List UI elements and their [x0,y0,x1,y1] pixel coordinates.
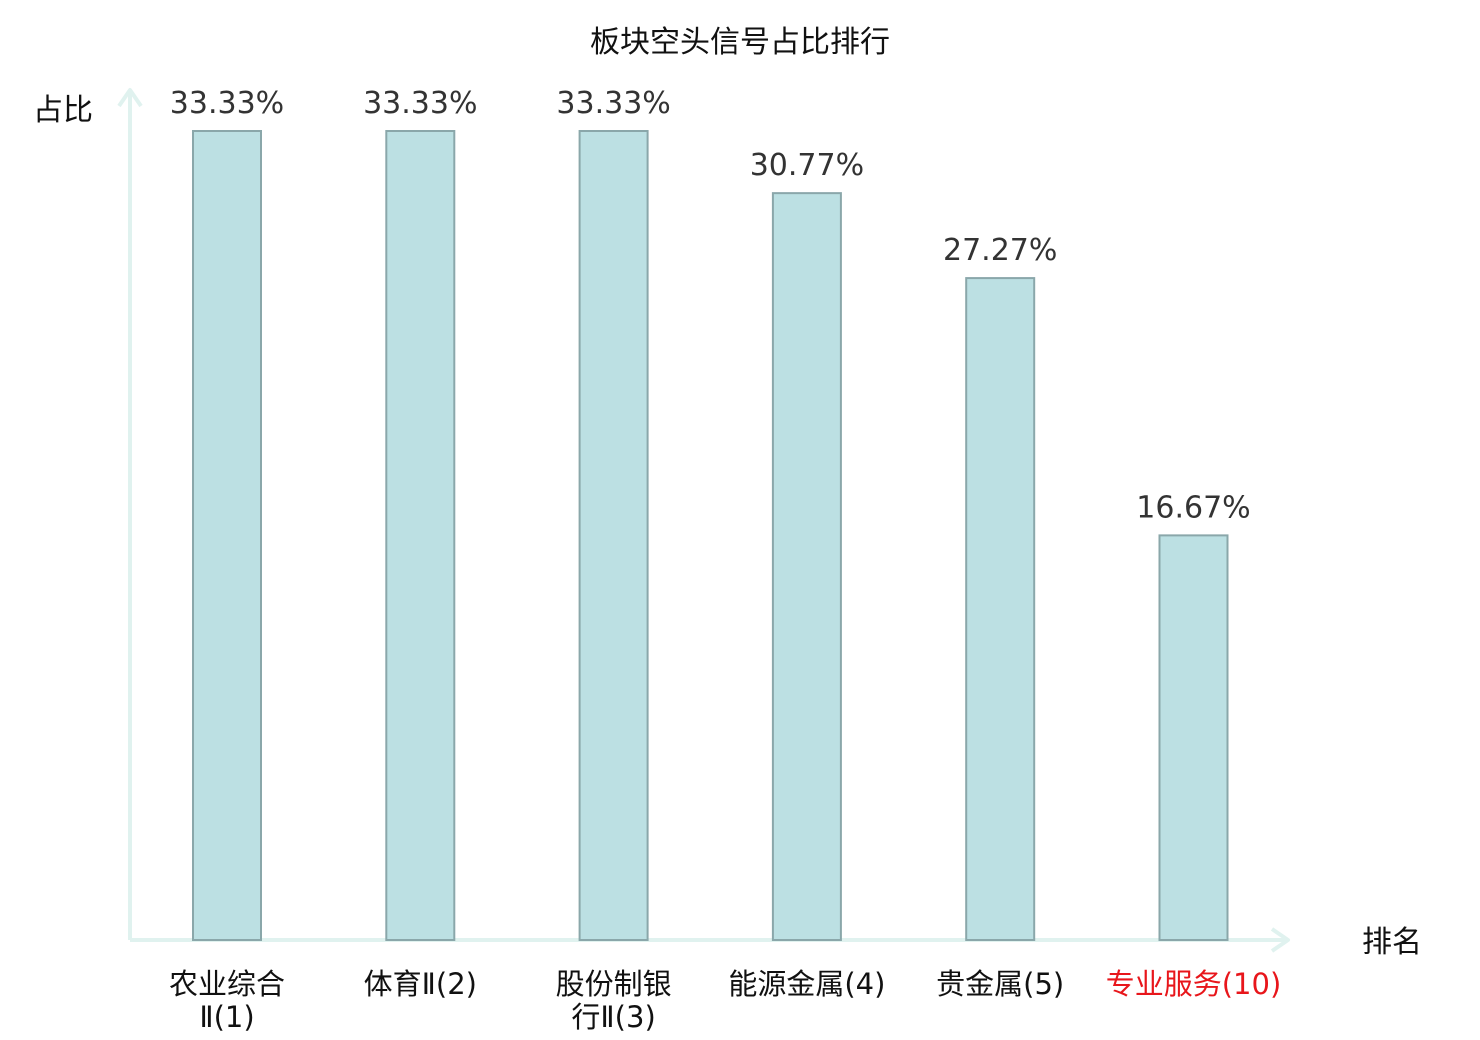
category-label-2: 体育Ⅱ(2) [364,967,477,1001]
bar-4 [771,192,842,942]
category-labels-group: 农业综合 Ⅱ(1) 体育Ⅱ(2) 股份制银行Ⅱ(3) 能源金属(4) 贵金属(5) 专业服务… [169,967,1281,1034]
x-axis-label: 排名 [1362,925,1422,960]
x-axis-arrowhead [1270,927,1290,953]
bars-group [192,130,1229,942]
bar-1 [192,130,262,941]
y-axis-label: 占比 [33,93,93,128]
value-label-1: 33.33% [170,86,284,121]
y-axis-arrowhead [117,88,143,108]
x-axis [130,927,1290,953]
value-label-5: 27.27% [943,233,1057,268]
bar-3 [578,130,649,941]
value-label-4: 30.77% [750,148,864,183]
value-labels-group: 33.33% 33.33% 33.33% 30.77% 27.27% 16.67% [170,86,1251,525]
bar-6 [1158,534,1229,942]
category-label-6: 专业服务(10) [1106,967,1282,1001]
value-label-6: 16.67% [1136,490,1250,525]
value-label-3: 33.33% [556,86,670,121]
bar-2 [385,130,456,941]
bar-5 [965,277,1036,942]
value-label-2: 33.33% [363,86,477,121]
category-label-1: 农业综合 Ⅱ(1) [169,967,285,1034]
y-axis [117,88,143,940]
category-label-5: 贵金属(5) [936,967,1064,1001]
chart-title: 板块空头信号占比排行 [590,25,890,60]
category-label-4: 能源金属(4) [728,967,885,1001]
category-label-3: 股份制银行Ⅱ(3) [556,967,672,1034]
